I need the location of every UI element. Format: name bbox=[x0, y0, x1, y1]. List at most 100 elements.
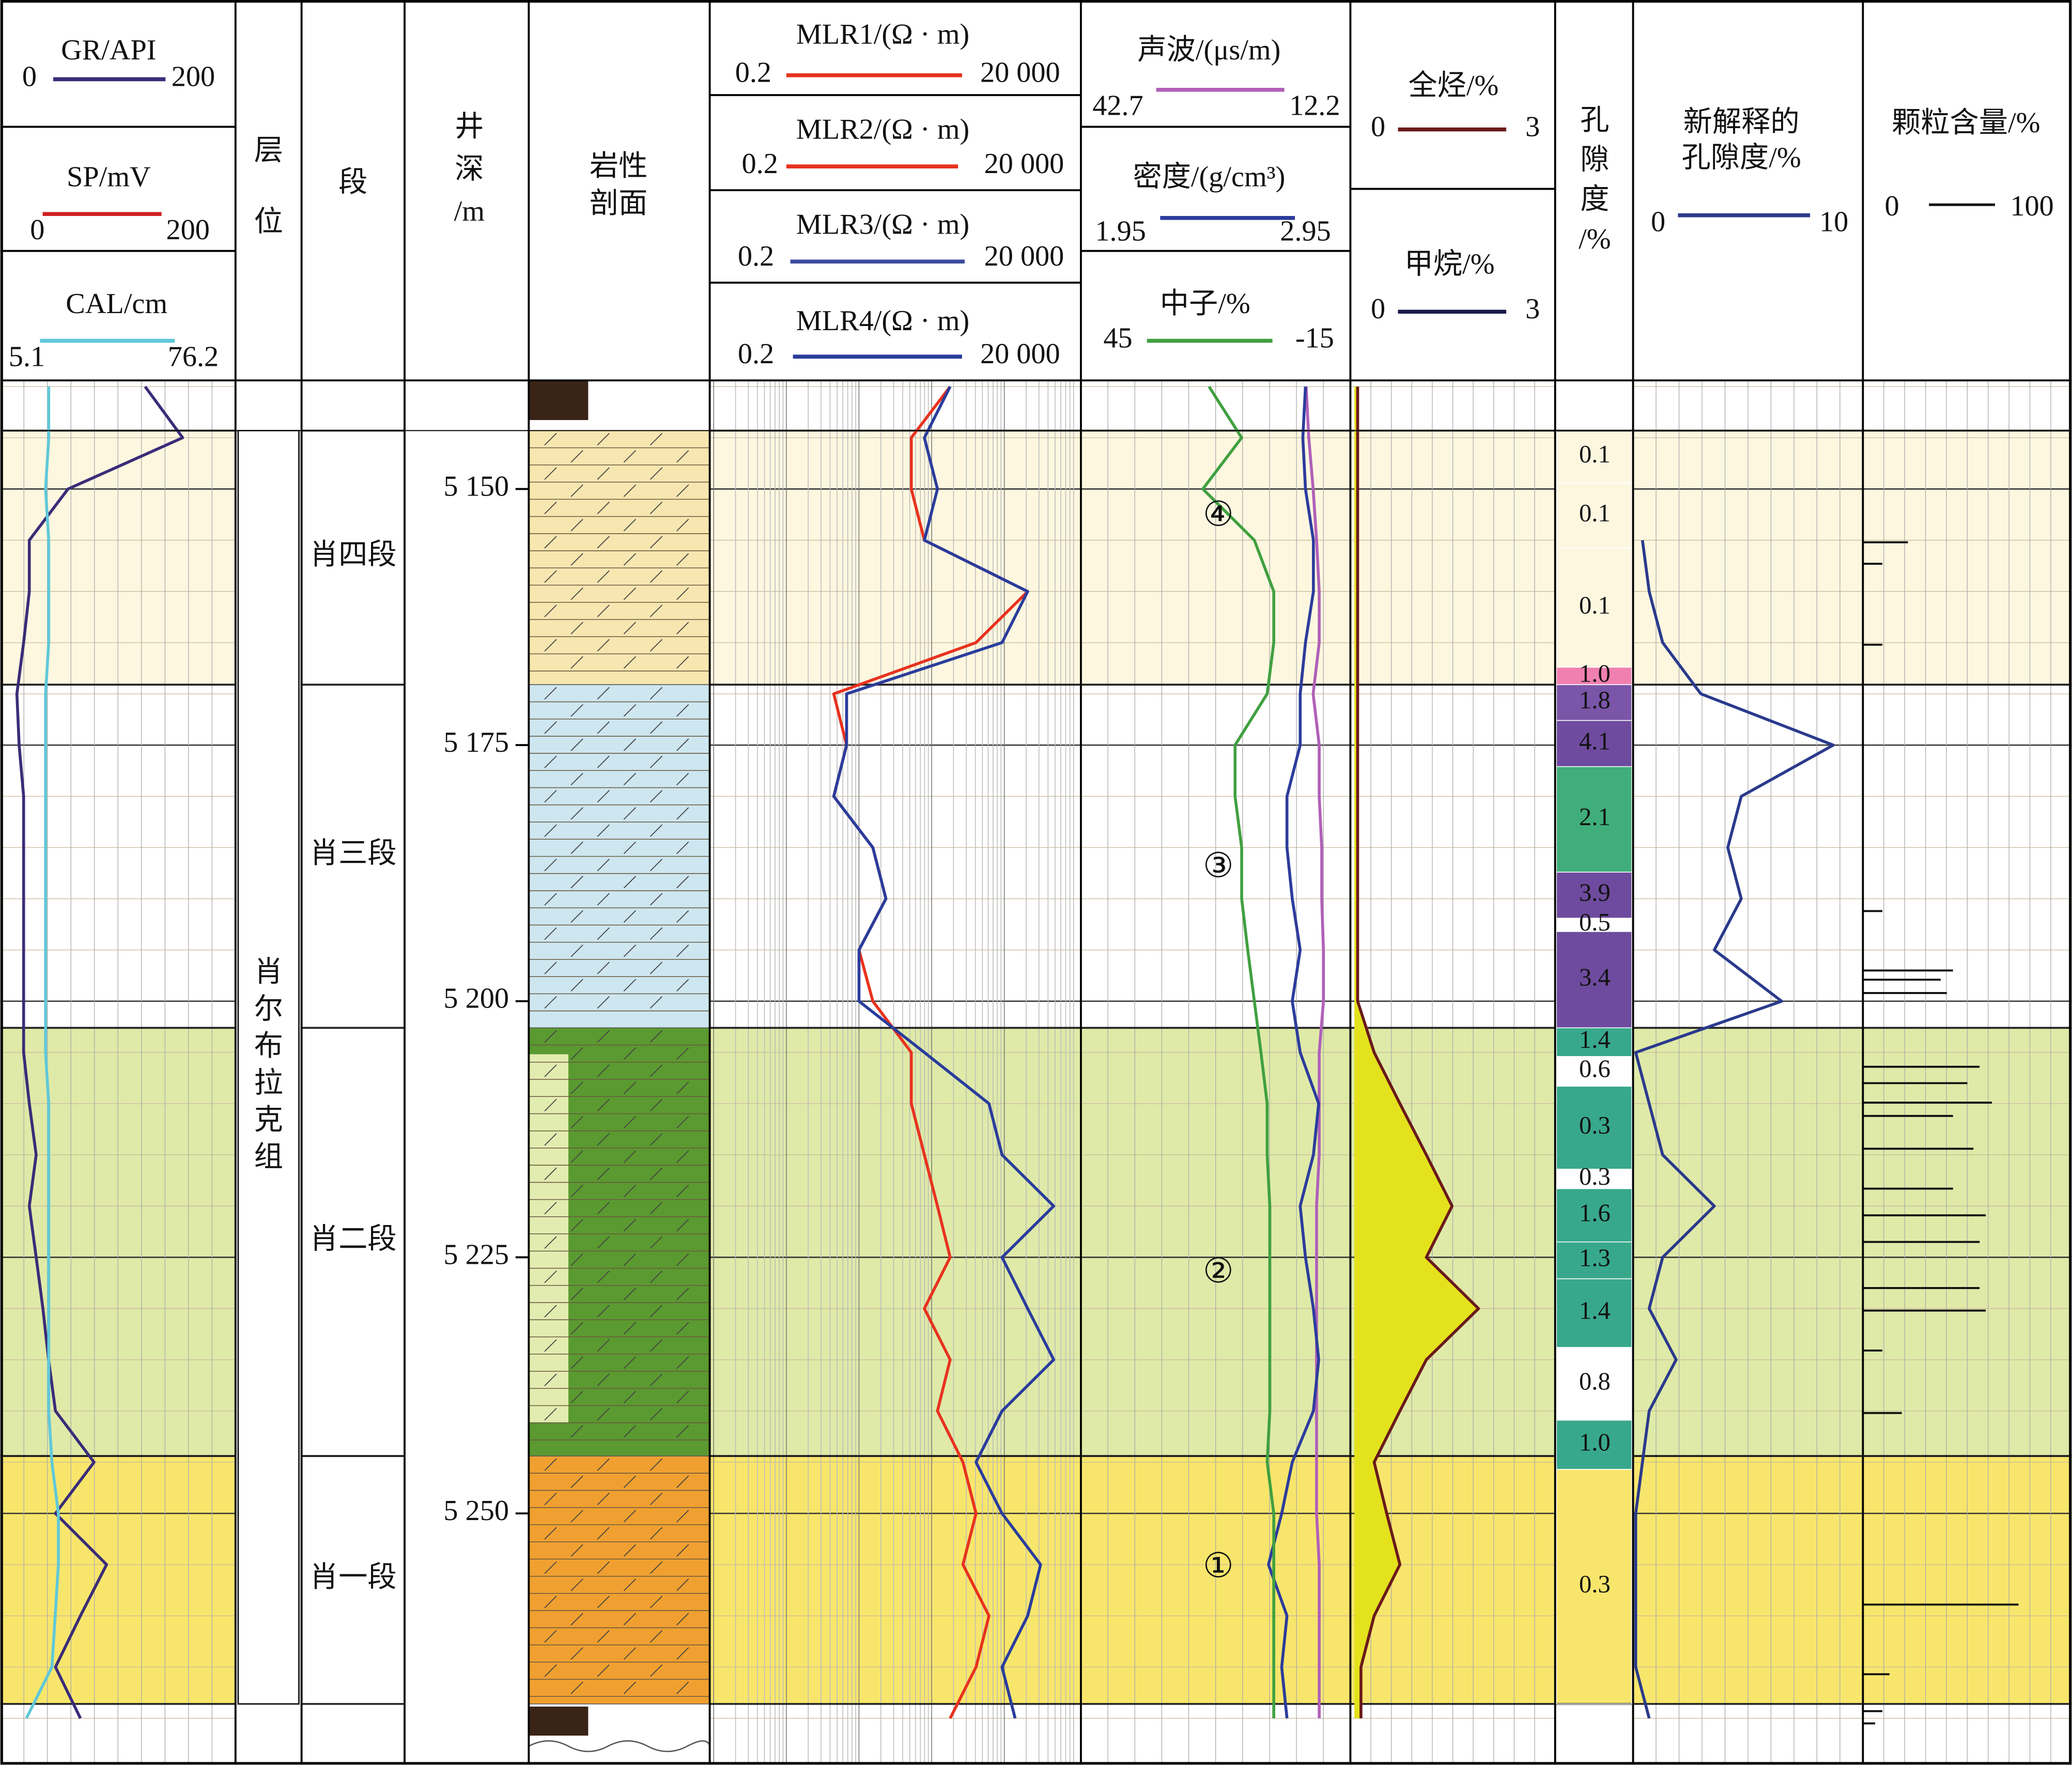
scale-label: 2.95 bbox=[1280, 215, 1331, 247]
lithology-hatch bbox=[544, 962, 557, 974]
lithology-hatch bbox=[597, 501, 610, 515]
lithology-hatch bbox=[544, 536, 557, 549]
y-tick-label: 5 150 bbox=[443, 470, 509, 502]
lithology-hatch bbox=[570, 1150, 583, 1163]
lithology-hatch bbox=[676, 704, 689, 717]
porosity-interval bbox=[1556, 1469, 1632, 1705]
zone-band bbox=[709, 430, 2072, 685]
lithology-hatch bbox=[597, 996, 610, 1009]
lithology-hatch bbox=[650, 1561, 663, 1574]
lithology-hatch bbox=[597, 1561, 610, 1574]
lithology-hatch bbox=[597, 1305, 610, 1318]
lithology-hatch bbox=[623, 1425, 637, 1438]
column-header: 井深/m bbox=[454, 111, 485, 227]
scale-label: 200 bbox=[166, 214, 210, 246]
scale-label: 0.2 bbox=[738, 240, 774, 272]
porosity-label: 1.4 bbox=[1579, 1297, 1611, 1325]
lithology-hatch bbox=[570, 1116, 583, 1129]
lithology-hatch bbox=[650, 858, 663, 872]
curve-fill bbox=[1354, 386, 1479, 1718]
lithology-hatch bbox=[650, 927, 663, 940]
lithology-hatch bbox=[544, 1595, 557, 1608]
lithology-hatch bbox=[597, 790, 610, 803]
porosity-label: 0.3 bbox=[1579, 1570, 1611, 1598]
lithology-hatch bbox=[676, 1150, 689, 1163]
lithology-hatch bbox=[544, 1133, 557, 1146]
lithology-hatch bbox=[676, 1647, 689, 1660]
column-header: 层位 bbox=[254, 134, 283, 238]
lithology-hatch bbox=[676, 1613, 689, 1625]
porosity-label: 0.6 bbox=[1579, 1055, 1611, 1083]
porosity-label: 0.1 bbox=[1579, 592, 1611, 619]
lithology-hatch bbox=[623, 807, 637, 820]
scale-label: 20 000 bbox=[984, 148, 1064, 180]
lithology-hatch bbox=[676, 484, 689, 497]
lithology-hatch bbox=[623, 519, 637, 532]
lithology-hatch bbox=[676, 587, 689, 600]
lithology-hatch bbox=[597, 893, 610, 906]
formation-box bbox=[237, 430, 300, 1705]
lithology-hatch bbox=[544, 927, 557, 940]
lithology-hatch bbox=[623, 704, 637, 717]
lithology-hatch bbox=[544, 858, 557, 872]
lithology-hatch bbox=[676, 738, 689, 751]
annotation: ② bbox=[1203, 1252, 1234, 1290]
curve-name: 声波/(μs/m) bbox=[1137, 34, 1280, 66]
annotation: ① bbox=[1203, 1547, 1234, 1585]
lithology-hatch bbox=[623, 738, 637, 751]
lithology-fill bbox=[529, 1054, 569, 1423]
lithology-hatch bbox=[597, 1271, 610, 1283]
lithology-hatch bbox=[650, 1133, 663, 1146]
lithology-hatch bbox=[650, 1407, 663, 1421]
lithology-hatch bbox=[597, 1458, 610, 1471]
lithology-hatch bbox=[544, 755, 557, 768]
porosity-label: 0.8 bbox=[1579, 1367, 1611, 1395]
lithology-hatch bbox=[597, 1202, 610, 1215]
lithology-hatch bbox=[650, 687, 663, 700]
curve-name: CAL/cm bbox=[66, 288, 167, 320]
background-layer bbox=[0, 380, 2072, 1763]
scale-label: 0 bbox=[1885, 190, 1899, 222]
scale-label: 200 bbox=[172, 60, 215, 92]
lithology-hatch bbox=[676, 910, 689, 923]
curve-name: 中子/% bbox=[1160, 288, 1250, 320]
lithology-hatch bbox=[650, 1064, 663, 1077]
lithology-hatch bbox=[650, 790, 663, 803]
scale-label: 76.2 bbox=[168, 340, 219, 373]
lithology-hatch bbox=[623, 484, 637, 497]
lithology-hatch bbox=[623, 553, 637, 566]
lithology-hatch bbox=[597, 1339, 610, 1352]
lithology-hatch bbox=[676, 807, 689, 820]
lithology-hatch bbox=[676, 519, 689, 532]
porosity-interval bbox=[1556, 766, 1632, 873]
lithology-hatch bbox=[544, 1236, 557, 1249]
lithology-hatch bbox=[597, 858, 610, 872]
lithology-hatch bbox=[623, 1647, 637, 1660]
scale-label: 20 000 bbox=[980, 57, 1060, 89]
lithology-hatch bbox=[676, 1390, 689, 1403]
lithology-hatch bbox=[650, 570, 663, 583]
porosity-label: 0.3 bbox=[1579, 1111, 1611, 1139]
lithology-hatch bbox=[623, 876, 637, 889]
lithology-hatch bbox=[597, 927, 610, 940]
lithology-hatch bbox=[650, 755, 663, 768]
scale-label: 45 bbox=[1103, 322, 1132, 354]
log-curve bbox=[15, 385, 184, 1719]
porosity-label: 1.8 bbox=[1579, 686, 1611, 714]
y-tick-label: 5 200 bbox=[443, 983, 509, 1015]
lithology-hatch bbox=[570, 622, 583, 634]
lithology-hatch bbox=[570, 1219, 583, 1232]
curve-name: MLR2/(Ω · m) bbox=[796, 114, 969, 146]
lithology-hatch bbox=[676, 1253, 689, 1266]
lithology-hatch bbox=[544, 790, 557, 803]
lithology-hatch bbox=[544, 1493, 557, 1506]
lithology-hatch bbox=[650, 1595, 663, 1608]
lithology-hatch bbox=[623, 1681, 637, 1694]
scale-label: 12.2 bbox=[1289, 90, 1340, 122]
lithology-hatch bbox=[597, 1133, 610, 1146]
lithology-hatch bbox=[570, 910, 583, 923]
lithology-hatch bbox=[650, 432, 663, 446]
lithology-hatch bbox=[623, 622, 637, 634]
